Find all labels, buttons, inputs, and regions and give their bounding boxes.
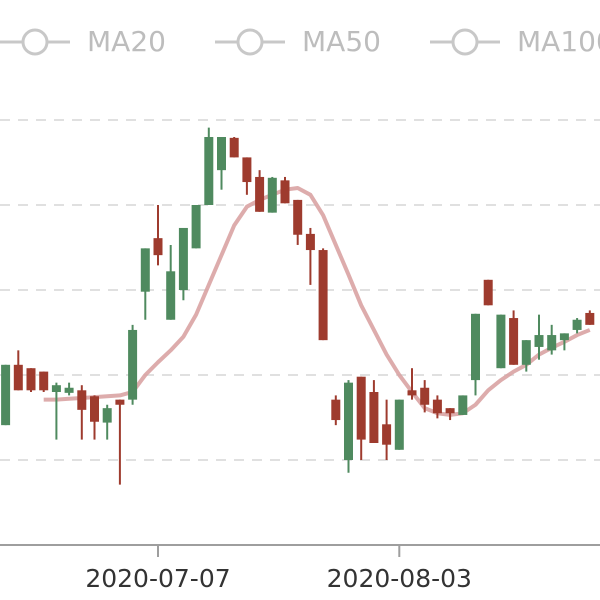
legend-icon-circle	[451, 28, 479, 56]
candle-body	[26, 368, 36, 391]
candle-body	[344, 382, 353, 460]
candle-body	[559, 333, 569, 341]
candle-body	[471, 313, 480, 381]
candle-body	[242, 157, 252, 183]
candle-body	[90, 396, 99, 422]
candle-body	[128, 329, 138, 400]
candle-body	[318, 250, 328, 341]
candle-body	[293, 199, 303, 235]
candle-body	[166, 271, 176, 320]
candle-body	[509, 318, 519, 365]
candle-body	[153, 238, 163, 256]
candle-body	[445, 408, 455, 414]
candle-body	[420, 387, 430, 405]
candle-body	[13, 364, 23, 391]
candle-body	[39, 371, 49, 391]
candle-body	[102, 408, 112, 423]
candle-body	[115, 399, 125, 405]
candle-body	[267, 177, 277, 213]
x-tick-label: 2020-07-07	[85, 564, 230, 593]
candle-body	[204, 137, 214, 205]
candle-body	[229, 137, 239, 158]
candle-body	[305, 233, 315, 251]
ma-line	[43, 186, 591, 417]
candle-body	[331, 399, 341, 421]
candle-body	[356, 376, 366, 440]
candle-body	[140, 248, 150, 292]
candle-body	[280, 180, 290, 204]
legend-icon-circle	[236, 28, 264, 56]
legend-icon-circle	[21, 28, 49, 56]
candle-body	[394, 399, 404, 450]
candle-body	[1, 364, 11, 426]
candle-body	[382, 424, 392, 445]
candle-body	[77, 390, 87, 410]
candle-body	[369, 392, 379, 443]
candle-body	[255, 176, 265, 212]
candle-body	[432, 399, 442, 414]
candle-body	[64, 387, 74, 393]
candle-body	[572, 319, 582, 330]
candle-body	[51, 385, 61, 392]
candle-body	[458, 395, 468, 415]
candle-body	[191, 205, 201, 249]
legend-label: MA50	[302, 25, 381, 58]
legend-label: MA20	[87, 25, 166, 58]
candle-body	[585, 312, 595, 325]
legend-label: MA100	[517, 25, 600, 58]
candle-body	[178, 227, 188, 290]
candle-body	[534, 335, 544, 347]
candle-body	[483, 279, 493, 306]
candle-body	[547, 335, 557, 351]
x-tick-label: 2020-08-03	[327, 564, 472, 593]
candle-body	[496, 314, 506, 369]
candle-body	[217, 137, 226, 171]
candle-body	[521, 340, 531, 365]
candle-body	[407, 390, 417, 396]
